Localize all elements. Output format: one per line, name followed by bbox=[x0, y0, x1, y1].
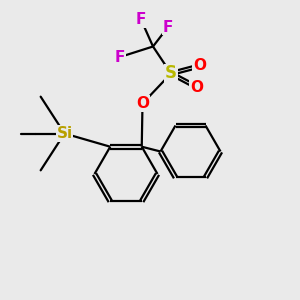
Text: S: S bbox=[165, 64, 177, 82]
Text: F: F bbox=[163, 20, 173, 34]
Text: F: F bbox=[115, 50, 125, 64]
Text: O: O bbox=[193, 58, 206, 74]
Text: O: O bbox=[190, 80, 203, 94]
Text: O: O bbox=[136, 96, 149, 111]
Text: F: F bbox=[136, 12, 146, 27]
Text: Si: Si bbox=[56, 126, 73, 141]
